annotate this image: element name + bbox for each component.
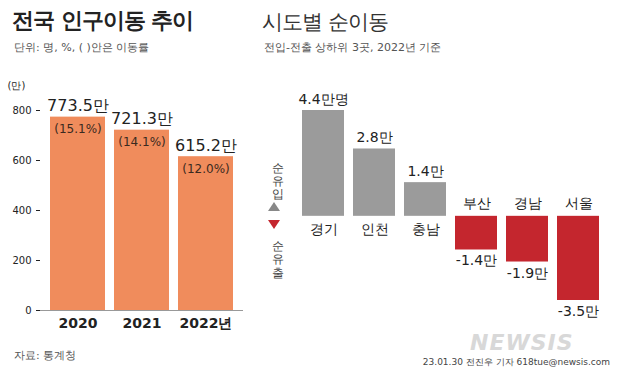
html-text:순유입: 순유입 bbox=[271, 153, 285, 193]
svg-text:(14.1%): (14.1%) bbox=[118, 135, 165, 149]
svg-text:부산: 부산 bbox=[463, 195, 491, 211]
svg-text:1.4만: 1.4만 bbox=[407, 163, 443, 179]
svg-text:800: 800 bbox=[12, 105, 31, 116]
svg-text:4.4만명: 4.4만명 bbox=[298, 91, 348, 107]
svg-text:경남: 경남 bbox=[514, 195, 542, 211]
svg-text:615.2만: 615.2만 bbox=[175, 136, 237, 155]
svg-text:(만): (만) bbox=[8, 80, 26, 91]
svg-text:-3.5만: -3.5만 bbox=[558, 303, 599, 319]
svg-text:(12.0%): (12.0%) bbox=[182, 162, 229, 176]
svg-text:721.3만: 721.3만 bbox=[111, 109, 173, 128]
svg-text:2020: 2020 bbox=[59, 315, 98, 331]
svg-text:200: 200 bbox=[12, 255, 31, 266]
svg-text:인천: 인천 bbox=[361, 221, 389, 237]
svg-text:충남: 충남 bbox=[412, 221, 440, 237]
svg-text:-1.4만: -1.4만 bbox=[456, 252, 497, 268]
svg-text:773.5만: 773.5만 bbox=[47, 96, 109, 115]
svg-text:서울: 서울 bbox=[565, 195, 593, 211]
svg-text:400: 400 bbox=[12, 205, 31, 216]
svg-text:(15.1%): (15.1%) bbox=[54, 122, 101, 136]
html-text:전입-전출 상하위 3곳, 2022년 기준: 전입-전출 상하위 3곳, 2022년 기준 bbox=[264, 41, 442, 54]
html-text:전국 인구이동 추이: 전국 인구이동 추이 bbox=[12, 8, 194, 33]
svg-text:0: 0 bbox=[25, 305, 31, 316]
html-text:순유출: 순유출 bbox=[271, 231, 285, 271]
html-text:자료: 통계청: 자료: 통계청 bbox=[14, 349, 77, 362]
svg-text:600: 600 bbox=[12, 155, 31, 166]
html-text:23.01.30 전진우 기자 618tue@newsis.: 23.01.30 전진우 기자 618tue@newsis.com bbox=[422, 357, 610, 367]
html-text:단위: 명, %, ( )안은 이동률: 단위: 명, %, ( )안은 이동률 bbox=[14, 41, 150, 54]
svg-text:2021: 2021 bbox=[123, 315, 162, 331]
svg-text:경기: 경기 bbox=[310, 221, 338, 237]
html-text:NEWSIS: NEWSIS bbox=[470, 330, 574, 355]
svg-text:-1.9만: -1.9만 bbox=[507, 264, 548, 280]
svg-text:2.8만: 2.8만 bbox=[356, 129, 392, 145]
html-text:시도별 순이동: 시도별 순이동 bbox=[262, 10, 388, 34]
svg-text:2022년: 2022년 bbox=[180, 315, 233, 331]
